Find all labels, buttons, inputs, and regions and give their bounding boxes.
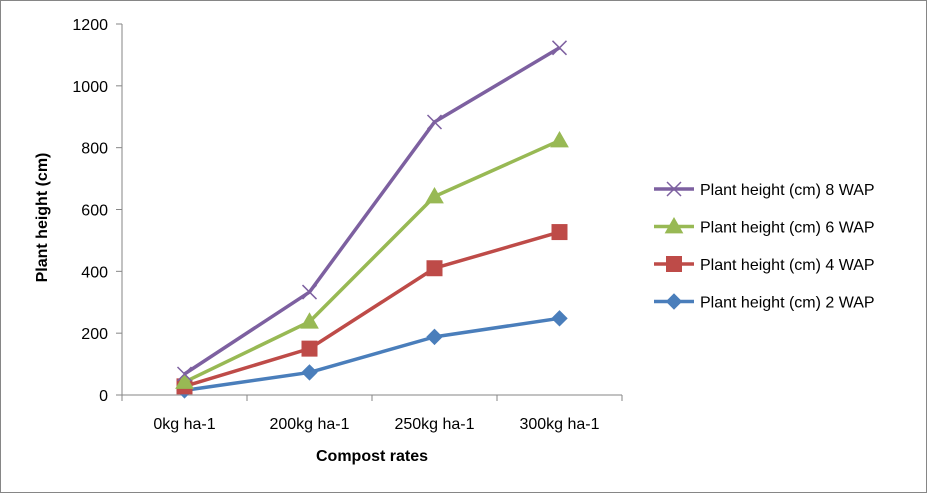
series-line [183,138,561,384]
legend-marker [666,181,682,197]
series-4 [176,40,568,382]
y-tick-label: 0 [99,388,108,405]
data-point [426,328,443,346]
y-tick-label: 1200 [72,17,108,34]
data-point [426,114,443,130]
legend-marker [665,293,683,310]
y-tick-label: 1000 [72,79,108,96]
data-point [426,260,443,277]
x-tick-label: 300kg ha-1 [519,416,599,433]
y-tick-label: 800 [81,141,108,158]
series-layer [175,40,569,399]
y-axis-ticks: 0 200 400 600 800 1000 1200 [72,17,122,405]
x-tick-label: 0kg ha-1 [153,416,215,433]
data-point [425,187,444,204]
data-point [550,131,569,148]
legend: Plant height (cm) 8 WAP Plant height (cm)… [654,181,875,312]
data-point [551,310,568,327]
legend-label: Plant height (cm) 8 WAP [700,182,875,199]
x-tick-label: 250kg ha-1 [394,416,474,433]
legend-item: Plant height (cm) 4 WAP [654,256,875,274]
series-1 [176,310,568,399]
legend-label: Plant height (cm) 6 WAP [700,220,875,237]
data-point [176,366,193,382]
legend-item: Plant height (cm) 6 WAP [654,216,875,237]
data-point [301,340,318,357]
x-axis-title: Compost rates [316,448,428,465]
x-tick-label: 200kg ha-1 [269,416,349,433]
data-point [301,364,318,381]
y-tick-label: 400 [81,264,108,281]
legend-marker [666,256,682,272]
legend-item: Plant height (cm) 8 WAP [654,181,875,199]
data-point [551,224,568,241]
series-3 [175,131,569,389]
series-line [183,230,560,389]
x-axis-ticks: 0kg ha-1 200kg ha-1 250kg ha-1 300kg ha-1 [121,395,623,433]
legend-marker [664,216,684,234]
data-point [301,284,318,300]
series-line [183,46,561,376]
data-point [551,40,568,56]
y-tick-label: 200 [81,326,108,343]
series-line [184,316,560,393]
y-axis-title: Plant height (cm) [34,153,51,283]
data-point [300,312,319,329]
legend-label: Plant height (cm) 2 WAP [700,295,875,312]
legend-label: Plant height (cm) 4 WAP [700,257,875,274]
legend-item: Plant height (cm) 2 WAP [654,293,875,312]
series-2 [176,224,568,395]
y-tick-label: 600 [81,203,108,220]
data-point [175,372,194,389]
